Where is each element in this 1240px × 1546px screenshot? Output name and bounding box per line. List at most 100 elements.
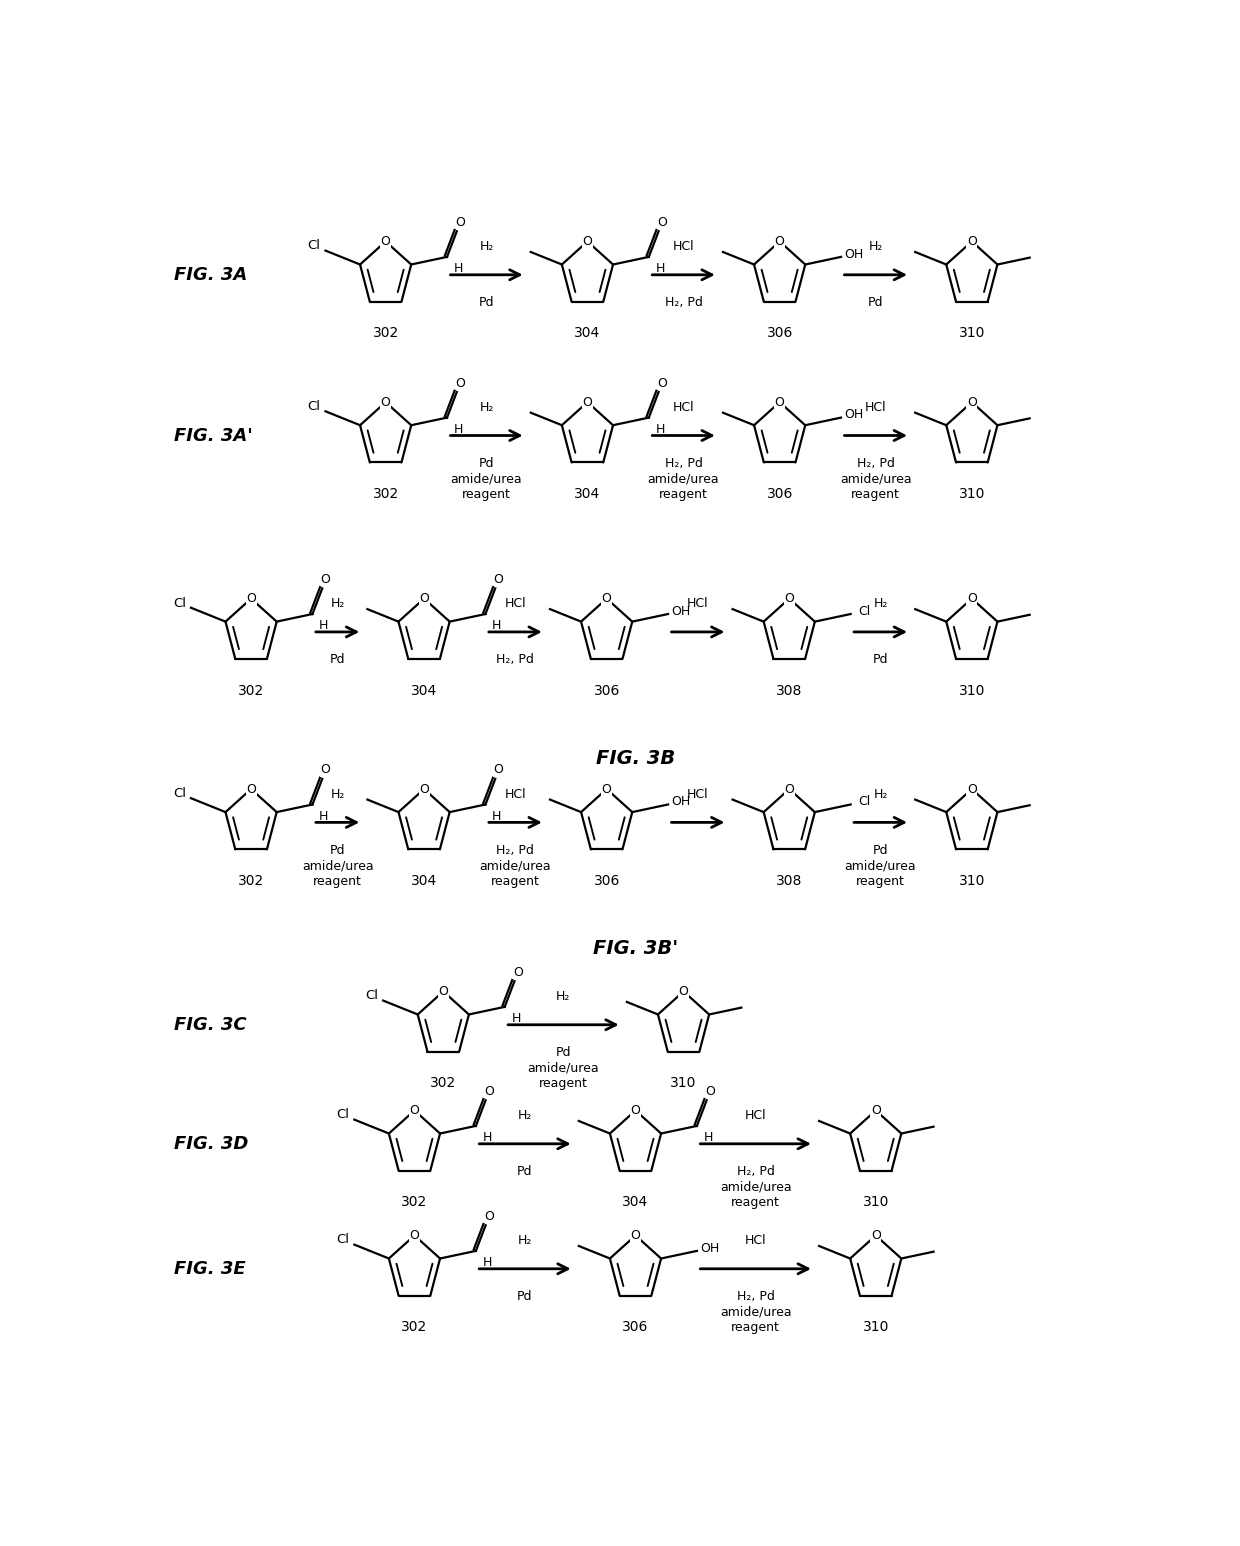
Text: H₂: H₂ [518, 1110, 532, 1122]
Text: 306: 306 [766, 326, 792, 340]
Text: 304: 304 [410, 873, 438, 887]
Text: Pd: Pd [873, 654, 888, 666]
Text: H: H [454, 263, 463, 275]
Text: H₂: H₂ [480, 240, 494, 254]
Text: 302: 302 [238, 683, 264, 697]
Text: FIG. 3E: FIG. 3E [174, 1260, 246, 1279]
Text: O: O [409, 1229, 419, 1241]
Text: FIG. 3D: FIG. 3D [174, 1135, 248, 1153]
Text: 310: 310 [959, 873, 985, 887]
Text: H₂, Pd: H₂, Pd [857, 458, 895, 470]
Text: O: O [409, 1104, 419, 1116]
Text: O: O [513, 966, 523, 979]
Text: HCl: HCl [866, 400, 887, 414]
Text: HCl: HCl [673, 240, 694, 254]
Text: H: H [703, 1132, 713, 1144]
Text: Cl: Cl [858, 795, 870, 809]
Text: H₂: H₂ [873, 597, 888, 611]
Text: Pd: Pd [556, 1047, 572, 1059]
Text: 302: 302 [372, 326, 399, 340]
Text: reagent: reagent [539, 1078, 588, 1090]
Text: O: O [967, 592, 977, 604]
Text: O: O [381, 235, 391, 247]
Text: H₂, Pd: H₂, Pd [737, 1166, 775, 1178]
Text: H: H [656, 424, 665, 436]
Text: HCl: HCl [745, 1110, 766, 1122]
Text: H₂, Pd: H₂, Pd [496, 654, 534, 666]
Text: O: O [494, 764, 503, 776]
Text: H₂: H₂ [557, 991, 570, 1003]
Text: 306: 306 [766, 487, 792, 501]
Text: O: O [601, 782, 611, 796]
Text: O: O [967, 782, 977, 796]
Text: FIG. 3B': FIG. 3B' [593, 938, 678, 959]
Text: O: O [870, 1104, 880, 1116]
Text: Pd: Pd [868, 297, 883, 309]
Text: O: O [967, 235, 977, 247]
Text: O: O [631, 1229, 640, 1241]
Text: O: O [785, 592, 794, 604]
Text: amide/urea: amide/urea [450, 473, 522, 485]
Text: O: O [247, 592, 255, 604]
Text: Pd: Pd [330, 844, 345, 856]
Text: O: O [601, 592, 611, 604]
Text: amide/urea: amide/urea [839, 473, 911, 485]
Text: 304: 304 [574, 487, 600, 501]
Text: OH: OH [672, 795, 691, 809]
Text: amide/urea: amide/urea [844, 860, 916, 872]
Text: O: O [494, 574, 503, 586]
Text: O: O [785, 782, 794, 796]
Text: 302: 302 [238, 873, 264, 887]
Text: Cl: Cl [336, 1234, 350, 1246]
Text: O: O [247, 782, 255, 796]
Text: Cl: Cl [858, 604, 870, 618]
Text: Cl: Cl [172, 787, 186, 799]
Text: HCl: HCl [505, 788, 526, 801]
Text: amide/urea: amide/urea [480, 860, 552, 872]
Text: HCl: HCl [505, 597, 526, 611]
Text: O: O [583, 396, 593, 408]
Text: HCl: HCl [745, 1234, 766, 1248]
Text: FIG. 3B: FIG. 3B [596, 748, 675, 767]
Text: H: H [482, 1257, 492, 1269]
Text: amide/urea: amide/urea [719, 1306, 791, 1319]
Text: reagent: reagent [856, 875, 905, 887]
Text: reagent: reagent [732, 1197, 780, 1209]
Text: 302: 302 [430, 1076, 456, 1090]
Text: H: H [319, 620, 329, 632]
Text: H₂: H₂ [873, 788, 888, 801]
Text: amide/urea: amide/urea [719, 1181, 791, 1194]
Text: amide/urea: amide/urea [301, 860, 373, 872]
Text: H₂: H₂ [518, 1234, 532, 1248]
Text: Cl: Cl [172, 597, 186, 609]
Text: 310: 310 [959, 683, 985, 697]
Text: O: O [419, 592, 429, 604]
Text: H₂, Pd: H₂, Pd [496, 844, 534, 856]
Text: 304: 304 [574, 326, 600, 340]
Text: 302: 302 [372, 487, 399, 501]
Text: OH: OH [672, 604, 691, 618]
Text: 302: 302 [402, 1195, 428, 1209]
Text: H₂, Pd: H₂, Pd [737, 1291, 775, 1303]
Text: H: H [454, 424, 463, 436]
Text: O: O [967, 396, 977, 408]
Text: O: O [657, 216, 667, 229]
Text: reagent: reagent [314, 875, 362, 887]
Text: OH: OH [844, 408, 864, 421]
Text: O: O [484, 1085, 494, 1098]
Text: Pd: Pd [479, 458, 495, 470]
Text: FIG. 3A: FIG. 3A [174, 266, 248, 284]
Text: H: H [492, 810, 501, 822]
Text: O: O [870, 1229, 880, 1241]
Text: 302: 302 [402, 1320, 428, 1334]
Text: O: O [484, 1211, 494, 1223]
Text: reagent: reagent [732, 1322, 780, 1334]
Text: HCl: HCl [673, 400, 694, 414]
Text: Pd: Pd [873, 844, 888, 856]
Text: O: O [657, 377, 667, 390]
Text: O: O [583, 235, 593, 247]
Text: FIG. 3C: FIG. 3C [174, 1016, 247, 1034]
Text: 308: 308 [776, 683, 802, 697]
Text: O: O [321, 574, 331, 586]
Text: Pd: Pd [517, 1291, 533, 1303]
